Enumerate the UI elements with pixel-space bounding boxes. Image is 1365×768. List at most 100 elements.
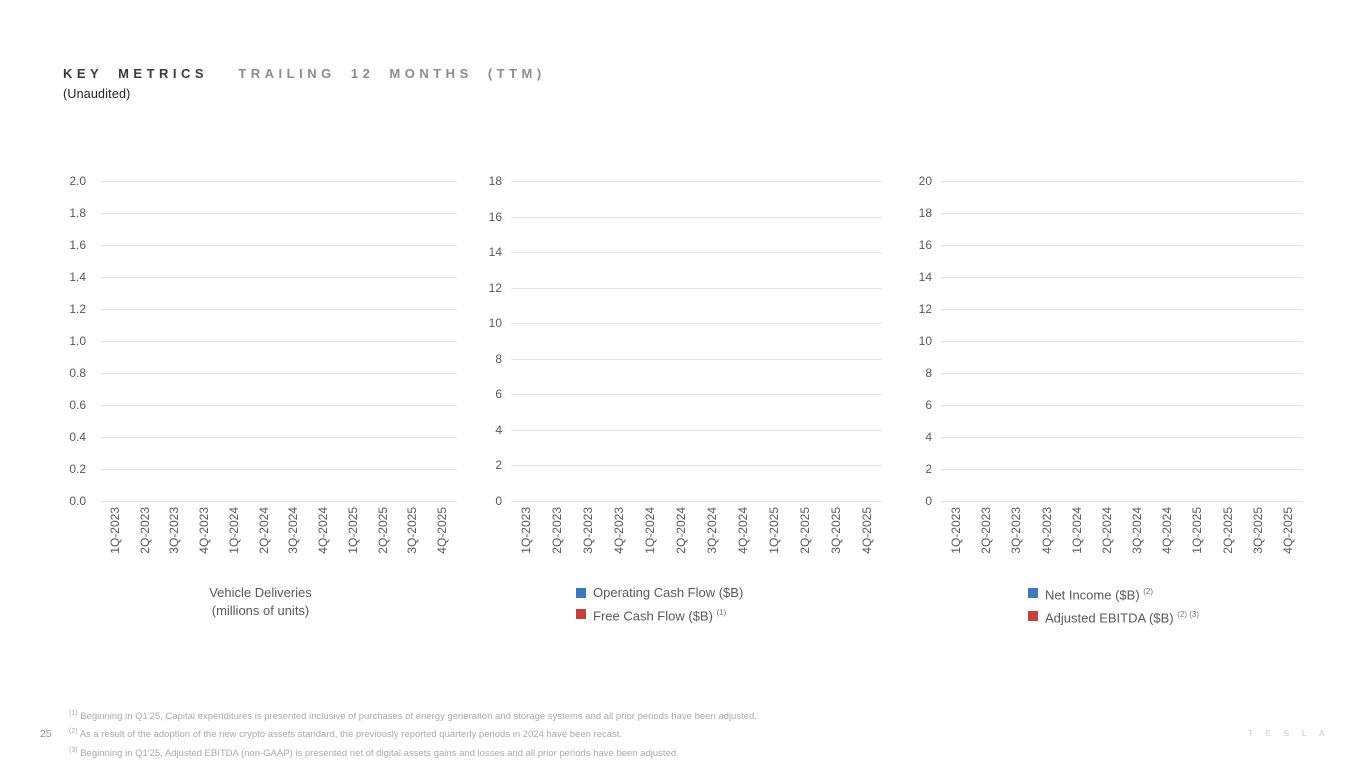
gridline: [100, 501, 457, 502]
x-tick-slot: 2Q-2025: [368, 507, 398, 554]
y-tick-label: 6: [925, 398, 932, 412]
x-tick-label: 4Q-2024: [316, 507, 331, 554]
legend-item: Net Income ($B) (2): [1028, 583, 1199, 603]
x-tick-label: 2Q-2023: [979, 507, 994, 554]
gridline: [100, 341, 457, 342]
chart-legend: Net Income ($B) (2) Adjusted EBITDA ($B) …: [1028, 583, 1199, 627]
x-tick-label: 3Q-2023: [581, 507, 596, 554]
x-tick-label: 2Q-2023: [550, 507, 565, 554]
footnote-text: Beginning in Q1'25, Capital expenditures…: [80, 711, 757, 723]
y-tick-label: 0.8: [69, 366, 86, 380]
footnote-2: (2) As a result of the adoption of the n…: [69, 724, 757, 742]
x-tick-slot: 2Q-2024: [666, 507, 697, 554]
gridline: [100, 245, 457, 246]
y-tick-label: 8: [925, 366, 932, 380]
x-axis-labels: 1Q-2023 2Q-2023 3Q-2023 4Q-2023 1Q-2024 2Q-20…: [511, 507, 882, 573]
gridline: [941, 309, 1303, 310]
chart-title-line2: (millions of units): [211, 603, 310, 618]
legend-swatch-red: [576, 609, 586, 620]
y-tick-label: 0.2: [69, 462, 86, 476]
plot-area: [100, 181, 457, 502]
legend-label: Operating Cash Flow ($B): [593, 585, 744, 600]
x-tick-label: 4Q-2023: [1039, 507, 1054, 554]
gridline: [941, 501, 1303, 502]
x-tick-slot: 4Q-2024: [727, 507, 758, 554]
y-tick-label: 1.6: [69, 238, 86, 252]
gridline: [100, 405, 457, 406]
legend-label-superscript: (2): [1143, 587, 1154, 596]
legend-label: Free Cash Flow ($B) (1): [593, 608, 727, 624]
y-tick-label: 16: [488, 209, 502, 224]
page-number: 25: [40, 728, 52, 740]
gridline: [511, 252, 882, 254]
x-tick-label: 2Q-2025: [797, 507, 812, 554]
x-tick-slot: 4Q-2025: [1273, 507, 1303, 554]
chart-title: Vehicle Deliveries (millions of units): [64, 584, 457, 620]
x-tick-label: 4Q-2025: [435, 507, 450, 554]
tesla-logo: T E S L A: [1248, 728, 1330, 738]
y-tick-label: 1.8: [69, 206, 86, 220]
gridline: [100, 373, 457, 374]
x-tick-slot: 2Q-2023: [971, 507, 1001, 554]
x-tick-label: 2Q-2025: [1220, 507, 1235, 554]
x-axis-labels: 1Q-2023 2Q-2023 3Q-2023 4Q-2023 1Q-2024 2Q-20…: [100, 507, 457, 573]
page-title-primary: KEY METRICS: [63, 66, 209, 81]
y-tick-label: 16: [918, 238, 932, 252]
gridline: [100, 181, 457, 182]
x-tick-slot: 1Q-2024: [635, 507, 666, 554]
gridline: [941, 469, 1303, 470]
x-tick-slot: 1Q-2023: [511, 507, 542, 554]
x-tick-slot: 3Q-2024: [279, 507, 309, 554]
legend-swatch-red: [1028, 611, 1038, 622]
gridline: [100, 469, 457, 470]
y-axis: 2.0 1.8 1.6 1.4 1.2 1.0 0.8 0.6 0.4 0.2 0.0: [44, 174, 86, 508]
legend-label-superscript: (2) (3): [1177, 610, 1200, 620]
y-tick-label: 1.0: [69, 334, 86, 348]
gridline: [941, 245, 1303, 246]
legend-label: Adjusted EBITDA ($B) (2) (3): [1045, 610, 1200, 626]
footnote-marker: (2): [69, 728, 78, 736]
x-tick-slot: 2Q-2025: [789, 507, 820, 554]
y-tick-label: 14: [918, 270, 932, 284]
gridline: [511, 358, 882, 360]
gridline: [941, 437, 1303, 438]
x-tick-label: 4Q-2023: [197, 507, 212, 554]
x-tick-label: 3Q-2025: [1250, 507, 1265, 554]
y-tick-label: 18: [918, 206, 932, 220]
y-tick-label: 0.4: [69, 430, 86, 444]
y-tick-label: 0.6: [69, 398, 86, 412]
x-tick-label: 1Q-2025: [766, 507, 781, 554]
legend-item: Free Cash Flow ($B) (1): [576, 604, 743, 624]
y-tick-label: 10: [488, 316, 502, 331]
x-tick-slot: 3Q-2025: [820, 507, 851, 554]
y-tick-label: 8: [495, 351, 502, 366]
x-tick-label: 4Q-2024: [735, 507, 750, 554]
legend-label: Net Income ($B) (2): [1045, 587, 1154, 603]
x-tick-slot: 4Q-2024: [308, 507, 338, 554]
footnote-marker: (1): [69, 710, 78, 717]
gridline: [941, 213, 1303, 214]
x-tick-slot: 4Q-2023: [1032, 507, 1062, 554]
x-tick-label: 1Q-2025: [1190, 507, 1205, 554]
page-title-secondary: TRAILING 12 MONTHS (TTM): [238, 66, 546, 81]
x-tick-slot: 4Q-2025: [851, 507, 882, 554]
x-tick-label: 1Q-2025: [345, 507, 360, 554]
x-tick-slot: 2Q-2024: [1092, 507, 1122, 554]
legend-swatch-blue: [576, 587, 586, 598]
x-tick-label: 2Q-2024: [1099, 507, 1114, 554]
gridline: [941, 181, 1303, 182]
footnotes: (1) Beginning in Q1'25, Capital expendit…: [69, 706, 757, 761]
plot-area: [511, 181, 882, 502]
legend-label-superscript: (1): [716, 608, 727, 617]
y-tick-label: 1.4: [69, 270, 86, 284]
chart-legend: Operating Cash Flow ($B) Free Cash Flow …: [576, 584, 743, 624]
x-tick-slot: 3Q-2024: [1122, 507, 1152, 554]
page-subtitle: (Unaudited): [63, 87, 131, 101]
x-tick-slot: 3Q-2023: [573, 507, 604, 554]
legend-swatch-blue: [1028, 588, 1038, 599]
gridline: [511, 287, 882, 289]
x-tick-label: 1Q-2023: [107, 507, 122, 554]
